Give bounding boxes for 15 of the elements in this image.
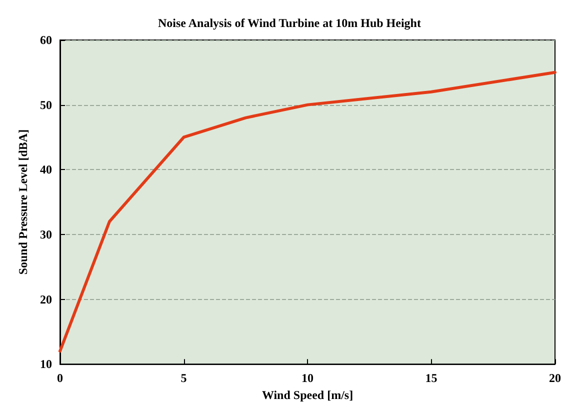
x-axis-title: Wind Speed [m/s] <box>262 388 354 402</box>
y-tick-label: 50 <box>40 98 52 112</box>
y-tick-label: 20 <box>40 292 52 306</box>
x-tick-label: 10 <box>302 371 314 386</box>
chart-title: Noise Analysis of Wind Turbine at 10m Hub Height <box>158 16 421 30</box>
x-tick-label: 5 <box>180 371 187 386</box>
line-series <box>58 70 556 353</box>
y-axis-title: Sound Pressure Level [dBA] <box>16 129 30 275</box>
x-tick-label: 0 <box>57 371 63 386</box>
x-tick-label: 20 <box>549 371 561 386</box>
y-tick-label: 60 <box>40 33 52 47</box>
y-tick-label: 10 <box>40 357 52 372</box>
x-tick-label: 15 <box>425 371 438 386</box>
y-tick-label: 30 <box>40 227 52 242</box>
y-tick-label: 40 <box>40 162 52 177</box>
